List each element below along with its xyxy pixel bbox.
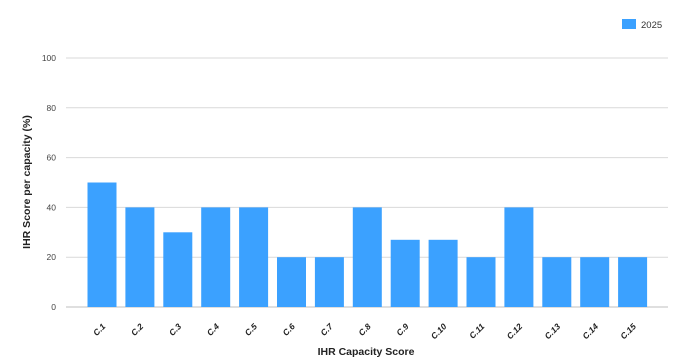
- x-tick-label: C.12: [505, 321, 525, 341]
- x-tick-label: C.7: [318, 320, 335, 337]
- bar-c3[interactable]: [163, 232, 193, 307]
- y-tick-label: 100: [42, 53, 56, 63]
- bars: [87, 182, 648, 308]
- y-tick-label: 0: [51, 302, 56, 312]
- y-tick-label: 20: [47, 252, 57, 262]
- legend-label: 2025: [641, 20, 662, 31]
- y-tick-label: 40: [47, 202, 57, 212]
- x-tick-label: C.4: [205, 321, 222, 338]
- bar-c2[interactable]: [125, 207, 155, 307]
- bar-c1[interactable]: [87, 182, 117, 308]
- bar-c4[interactable]: [201, 207, 231, 307]
- x-tick-label: C.1: [91, 321, 108, 338]
- bar-c11[interactable]: [466, 257, 496, 307]
- bar-c15[interactable]: [618, 257, 648, 307]
- bar-c13[interactable]: [542, 257, 572, 307]
- bar-c5[interactable]: [239, 207, 269, 307]
- bar-c14[interactable]: [580, 257, 610, 307]
- bar-c10[interactable]: [428, 239, 458, 307]
- bar-c7[interactable]: [314, 257, 344, 307]
- y-tick-label: 80: [47, 103, 57, 113]
- x-tick-label: C.3: [167, 321, 184, 338]
- x-tick-label: C.10: [429, 321, 449, 341]
- y-tick-label: 60: [47, 153, 57, 163]
- x-tick-label: C.11: [467, 321, 487, 341]
- x-tick-label: C.6: [280, 321, 297, 338]
- bar-c9[interactable]: [390, 239, 420, 307]
- x-tick-label: C.15: [618, 321, 638, 341]
- x-tick-label: C.13: [542, 321, 562, 341]
- x-tick-label: C.5: [243, 321, 260, 338]
- bar-c12[interactable]: [504, 207, 534, 307]
- bar-c6[interactable]: [277, 257, 306, 307]
- x-tick-label: C.8: [356, 321, 373, 338]
- bar-c8[interactable]: [352, 207, 382, 307]
- x-tick-label: C.14: [580, 321, 600, 341]
- legend[interactable]: 2025: [622, 19, 662, 31]
- x-tick-label: C.9: [394, 321, 411, 338]
- y-axis-title: IHR Score per capacity (%): [21, 115, 33, 249]
- x-axis-title: IHR Capacity Score: [318, 346, 415, 358]
- y-axis-ticks: 0 20 40 60 80 100: [42, 53, 56, 312]
- x-tick-label: C.2: [129, 321, 146, 338]
- x-axis-ticks: C.1 C.2 C.3 C.4 C.5 C.6 C.7 C.8 C.9 C.10 C.11 C.12 C…: [91, 320, 638, 341]
- legend-swatch: [622, 19, 636, 29]
